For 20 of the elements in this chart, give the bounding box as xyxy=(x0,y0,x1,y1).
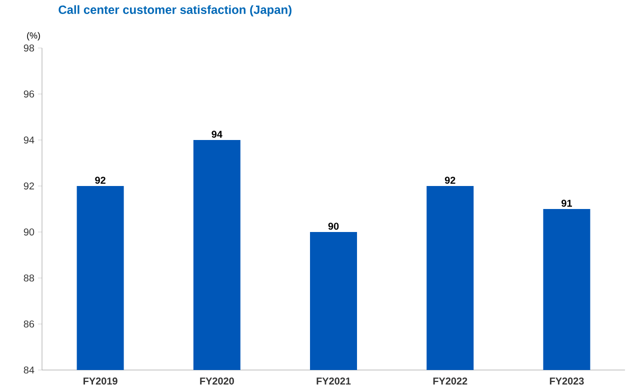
data-label: 91 xyxy=(562,200,572,207)
y-tick-label: 84 xyxy=(24,366,34,374)
data-label: 94 xyxy=(212,130,222,138)
y-tick-label: 96 xyxy=(24,90,34,98)
data-label: 92 xyxy=(444,176,456,184)
y-tick-label: 86 xyxy=(24,320,34,328)
y-tick-label: 94 xyxy=(24,136,34,144)
chart-title: Call center customer satisfaction (Japan) xyxy=(58,5,292,16)
x-tick-label: FY2023 xyxy=(550,378,584,385)
data-label: 90 xyxy=(328,222,339,230)
data-label: 92 xyxy=(95,176,106,184)
x-tick-label: FY2020 xyxy=(200,378,234,385)
y-tick-label: 90 xyxy=(24,228,34,236)
x-tick-label: FY2021 xyxy=(316,378,351,385)
x-tick-label: FY2022 xyxy=(433,378,468,385)
y-tick-label: 88 xyxy=(24,274,34,282)
y-tick-label: 98 xyxy=(24,44,34,52)
y-tick-label: 92 xyxy=(24,182,34,190)
y-axis-title: (%) xyxy=(27,32,40,40)
x-tick-label: FY2019 xyxy=(84,378,118,385)
